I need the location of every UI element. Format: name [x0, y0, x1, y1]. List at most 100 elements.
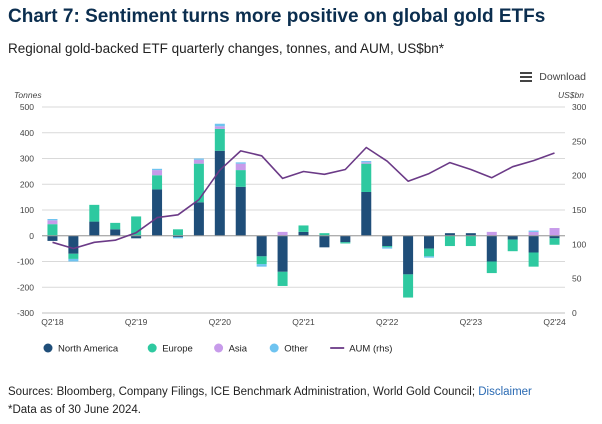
bar-other: [214, 123, 225, 127]
bar-europe: [152, 175, 163, 190]
bar-asia: [486, 231, 497, 236]
bar-asia: [152, 170, 163, 176]
bar-north-america: [361, 191, 372, 236]
bar-north-america: [47, 235, 58, 241]
aum-line-layer: [52, 146, 555, 250]
bar-asia: [47, 220, 58, 225]
bar-europe: [486, 261, 497, 274]
legend-marker-north-america: [43, 343, 53, 353]
bar-north-america: [235, 186, 246, 236]
y2-tick-label: 50: [572, 274, 582, 284]
legend-marker-asia: [214, 343, 224, 353]
legend: North America Europe Asia Other AUM (rhs): [43, 343, 392, 355]
gridlines: [42, 106, 565, 314]
bar-north-america: [340, 235, 351, 243]
bar-europe: [528, 252, 539, 267]
aum-line: [52, 146, 555, 250]
bar-europe: [444, 235, 455, 247]
gold-etf-chart: -300 -200 -100 0 100 200 300 400 500 0 50 100 150 200…: [14, 90, 586, 355]
bar-europe: [382, 246, 393, 248]
legend-marker-europe: [147, 343, 157, 353]
download-button[interactable]: Download: [520, 70, 586, 84]
bar-other: [528, 230, 539, 232]
bar-north-america: [277, 235, 288, 272]
y2-tick-label: 250: [572, 136, 586, 146]
bar-europe: [235, 170, 246, 187]
bar-asia: [193, 159, 204, 164]
bar-north-america: [528, 235, 539, 253]
bar-europe: [361, 163, 372, 192]
bar-europe: [424, 248, 435, 257]
x-tick-label: Q2'24: [543, 317, 566, 327]
bar-other: [152, 168, 163, 171]
bar-europe: [193, 163, 204, 203]
legend-marker-other: [269, 343, 279, 353]
bar-other: [47, 219, 58, 221]
bar-north-america: [444, 233, 455, 236]
bar-north-america: [403, 235, 414, 275]
y2-tick-label: 0: [572, 308, 577, 318]
bar-other: [172, 237, 183, 239]
bar-europe: [403, 274, 414, 298]
bar-north-america: [424, 235, 435, 249]
y-tick-label: 0: [29, 231, 34, 241]
bar-north-america: [319, 235, 330, 248]
bar-europe: [340, 242, 351, 244]
bar-north-america: [172, 235, 183, 238]
y-tick-label: -300: [17, 308, 34, 318]
bar-other: [361, 161, 372, 163]
bar-europe: [110, 222, 121, 230]
bar-north-america: [298, 231, 309, 236]
bar-north-america: [507, 235, 518, 240]
bars-layer: [47, 123, 560, 298]
legend-label-other: Other: [284, 344, 308, 355]
y-tick-label: 200: [20, 179, 34, 189]
bar-north-america: [256, 235, 267, 257]
legend-label-aum: AUM (rhs): [349, 344, 392, 355]
bar-europe: [465, 235, 476, 247]
bar-north-america: [549, 235, 560, 239]
y2-tick-label: 300: [572, 102, 586, 112]
y2-tick-label: 150: [572, 205, 586, 215]
bar-north-america: [486, 235, 497, 262]
x-tick-label: Q2'22: [376, 317, 399, 327]
bar-europe: [131, 216, 142, 236]
bar-europe: [89, 204, 100, 222]
bar-other: [193, 158, 204, 160]
bar-asia: [214, 126, 225, 129]
axes-layer: -300 -200 -100 0 100 200 300 400 500 0 50 100 150 200…: [14, 90, 586, 327]
y-tick-label: 100: [20, 205, 34, 215]
bar-europe: [277, 271, 288, 286]
y2-tick-label: 200: [572, 171, 586, 181]
bar-north-america: [89, 221, 100, 236]
bar-europe: [47, 224, 58, 236]
bar-europe: [68, 253, 79, 259]
bar-asia: [361, 162, 372, 164]
x-tick-label: Q2'21: [292, 317, 315, 327]
bar-europe: [319, 233, 330, 236]
legend-label-north-america: North America: [58, 344, 119, 355]
y-tick-label: -200: [17, 282, 34, 292]
sources-text: Sources: Bloomberg, Company Filings, ICE…: [8, 386, 532, 398]
bar-europe: [256, 256, 267, 265]
sources-label: Sources: Bloomberg, Company Filings, ICE…: [8, 386, 476, 398]
disclaimer-link[interactable]: Disclaimer: [478, 386, 532, 398]
bar-north-america: [152, 189, 163, 236]
bar-other: [424, 256, 435, 258]
y-tick-label: 500: [20, 102, 34, 112]
x-tick-label: Q2'20: [209, 317, 232, 327]
bar-europe: [172, 229, 183, 236]
y-axis-title: Tonnes: [14, 90, 42, 100]
y-tick-label: 300: [20, 154, 34, 164]
data-note: *Data as of 30 June 2024.: [8, 404, 141, 416]
bar-north-america: [382, 235, 393, 247]
bar-other: [382, 247, 393, 249]
x-tick-label: Q2'23: [460, 317, 483, 327]
bar-asia: [277, 231, 288, 236]
bar-north-america: [110, 229, 121, 236]
bar-asia: [528, 231, 539, 236]
bar-europe: [549, 238, 560, 245]
legend-label-asia: Asia: [229, 344, 248, 355]
y2-axis-title: US$bn: [558, 90, 584, 100]
bar-europe: [298, 225, 309, 232]
